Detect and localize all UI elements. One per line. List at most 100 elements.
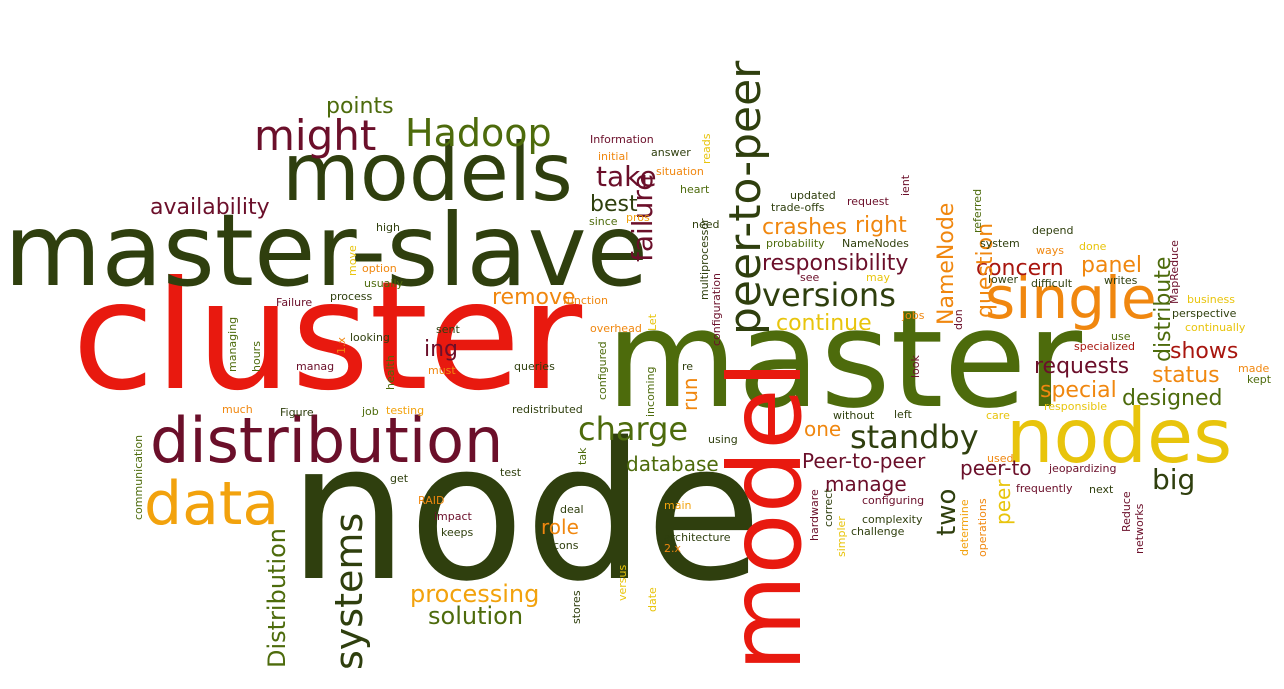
word-jobs: jobs — [901, 309, 925, 322]
word-see: see — [800, 271, 819, 284]
word-manag: manag — [296, 360, 334, 373]
word-peer: peer — [991, 479, 1015, 525]
word-look: look — [909, 354, 922, 378]
word-standby: standby — [850, 418, 979, 456]
word-specialized: specialized — [1074, 340, 1135, 353]
word-information: Information — [590, 133, 654, 146]
word-panel: panel — [1081, 253, 1142, 278]
word-trade-offs: trade-offs — [771, 201, 825, 214]
word-might: might — [254, 111, 376, 160]
word-peer-to-peer: peer-to-peer — [720, 60, 771, 335]
word-heart: heart — [680, 183, 710, 196]
word-single: single — [985, 264, 1157, 332]
word-networks: networks — [1133, 503, 1146, 554]
word-distribution: Distribution — [263, 528, 291, 668]
word-multiprocessor: multiprocessor — [698, 218, 711, 300]
word-health: health — [384, 355, 397, 390]
word-distribute: distribute — [1151, 257, 1176, 362]
word-1-x: 1.x — [335, 337, 348, 354]
word-reduce: Reduce — [1120, 491, 1133, 532]
word-continually: continually — [1185, 321, 1246, 334]
word-probability: probability — [766, 237, 825, 250]
word-database: database — [626, 452, 719, 476]
word-responsible: responsible — [1044, 400, 1107, 413]
word-request: request — [847, 195, 890, 208]
word-architecture: architecture — [664, 531, 731, 544]
word-ing: ing — [424, 337, 458, 362]
word-points: points — [326, 94, 394, 119]
word-status: status — [1152, 363, 1220, 388]
word-challenge: challenge — [851, 525, 905, 538]
word-made: made — [1238, 362, 1269, 375]
word-peer-to: peer-to — [960, 456, 1032, 480]
word-cluster: cluster — [72, 250, 582, 424]
word-responsibility: responsibility — [762, 251, 908, 276]
word-right: right — [855, 213, 907, 238]
word-figure: Figure — [280, 406, 314, 419]
word-configuring: configuring — [862, 494, 924, 507]
word-manage: manage — [825, 472, 907, 496]
word-model: model — [707, 361, 824, 672]
word-keeps: keeps — [441, 526, 473, 539]
word-operations: operations — [976, 498, 989, 557]
word-depend: depend — [1032, 224, 1073, 237]
word-take: take — [596, 160, 657, 193]
word-managing: managing — [226, 317, 239, 372]
word-jeopardizing: jeopardizing — [1048, 462, 1116, 475]
word-failure: Failure — [276, 296, 312, 309]
word-peer-to-peer: Peer-to-peer — [802, 449, 926, 473]
word-used: used — [987, 452, 1013, 465]
word-continue: continue — [776, 311, 872, 336]
word-one: one — [804, 417, 841, 441]
word-special: special — [1040, 378, 1117, 403]
word-business: business — [1187, 293, 1235, 306]
word-node: node — [288, 402, 762, 623]
word-ways: ways — [1036, 244, 1064, 257]
word-system: system — [980, 237, 1020, 250]
word-simpler: simpler — [835, 516, 848, 557]
word-systems: systems — [327, 513, 371, 670]
word-concern: concern — [976, 256, 1064, 281]
word-versions: versions — [762, 276, 896, 314]
word-versus: versus — [616, 564, 629, 601]
word-reads: reads — [700, 133, 713, 164]
word-function: function — [563, 294, 608, 307]
word-ient: ient — [899, 174, 912, 196]
word-don: don — [952, 309, 965, 330]
word-hardware: hardware — [808, 489, 821, 541]
word-since: since — [589, 215, 618, 228]
word-deal: deal — [560, 503, 584, 516]
word-hours: hours — [250, 341, 263, 372]
word-complexity: complexity — [862, 513, 923, 526]
word-left: left — [894, 408, 913, 421]
word-next: next — [1089, 483, 1114, 496]
word-availability: availability — [150, 195, 270, 220]
word-need: need — [692, 218, 720, 231]
word-tak: tak — [576, 447, 589, 465]
word-overhead: overhead — [590, 322, 642, 335]
word-let: Let — [646, 313, 659, 331]
word-sent: sent — [436, 323, 460, 336]
word-using: using — [708, 433, 738, 446]
word-test: test — [500, 466, 522, 479]
word-requests: requests — [1034, 354, 1129, 379]
word-lower: lower — [988, 273, 1019, 286]
word-pros: pros — [626, 211, 650, 224]
word-without: without — [833, 409, 875, 422]
word-use: use — [1111, 330, 1131, 343]
word-hadoop: Hadoop — [405, 111, 552, 155]
word-master-slave: master-slave — [4, 192, 648, 309]
word-must: must — [428, 364, 456, 377]
word-job: job — [361, 405, 379, 418]
word-communication: communication — [132, 435, 145, 520]
word-stores: stores — [570, 590, 583, 624]
word-big: big — [1152, 463, 1195, 496]
word-done: done — [1079, 240, 1107, 253]
word-determine: determine — [958, 499, 971, 556]
word-may: may — [866, 271, 890, 284]
word-two: two — [932, 489, 962, 536]
word-process: process — [330, 290, 373, 303]
word-re: re — [682, 360, 693, 373]
word-mapreduce: MapReduce — [1168, 240, 1181, 304]
word-namenode: NameNode — [934, 203, 959, 325]
